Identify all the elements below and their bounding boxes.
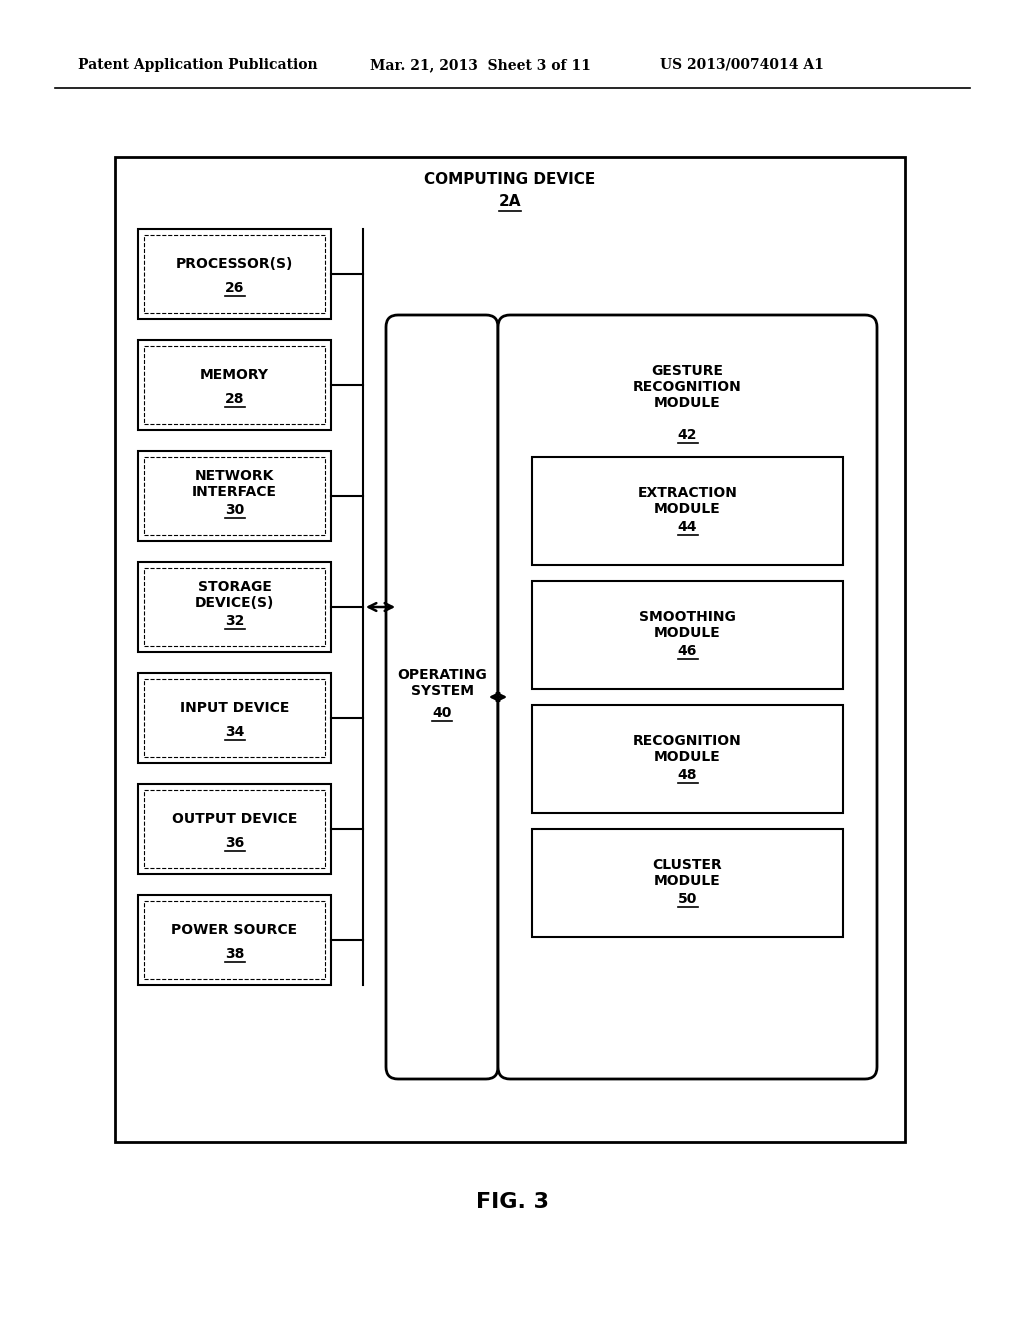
Text: 28: 28	[224, 392, 245, 407]
FancyBboxPatch shape	[138, 341, 331, 430]
Text: 34: 34	[225, 725, 244, 739]
FancyBboxPatch shape	[498, 315, 877, 1078]
FancyBboxPatch shape	[144, 457, 325, 535]
Text: 40: 40	[432, 706, 452, 719]
FancyBboxPatch shape	[144, 568, 325, 645]
Text: NETWORK
INTERFACE: NETWORK INTERFACE	[193, 469, 278, 499]
FancyBboxPatch shape	[144, 902, 325, 979]
Text: US 2013/0074014 A1: US 2013/0074014 A1	[660, 58, 824, 73]
FancyBboxPatch shape	[532, 829, 843, 937]
Text: 50: 50	[678, 892, 697, 906]
Text: EXTRACTION
MODULE: EXTRACTION MODULE	[638, 486, 737, 516]
FancyBboxPatch shape	[532, 581, 843, 689]
Text: MEMORY: MEMORY	[200, 368, 269, 381]
FancyBboxPatch shape	[138, 451, 331, 541]
Text: 36: 36	[225, 836, 244, 850]
Text: 2A: 2A	[499, 194, 521, 210]
Text: PROCESSOR(S): PROCESSOR(S)	[176, 257, 293, 271]
Text: 46: 46	[678, 644, 697, 657]
FancyBboxPatch shape	[386, 315, 498, 1078]
Text: CLUSTER
MODULE: CLUSTER MODULE	[652, 858, 722, 888]
FancyBboxPatch shape	[144, 346, 325, 424]
FancyBboxPatch shape	[532, 457, 843, 565]
Text: 26: 26	[225, 281, 244, 294]
Text: GESTURE
RECOGNITION
MODULE: GESTURE RECOGNITION MODULE	[633, 364, 741, 411]
Text: 38: 38	[225, 946, 244, 961]
FancyBboxPatch shape	[144, 235, 325, 313]
Text: STORAGE
DEVICE(S): STORAGE DEVICE(S)	[195, 579, 274, 610]
FancyBboxPatch shape	[138, 895, 331, 985]
FancyBboxPatch shape	[115, 157, 905, 1142]
FancyBboxPatch shape	[138, 228, 331, 319]
FancyBboxPatch shape	[138, 673, 331, 763]
FancyBboxPatch shape	[532, 705, 843, 813]
Text: 44: 44	[678, 520, 697, 535]
Text: SMOOTHING
MODULE: SMOOTHING MODULE	[639, 610, 736, 640]
Text: OUTPUT DEVICE: OUTPUT DEVICE	[172, 812, 297, 826]
FancyBboxPatch shape	[144, 678, 325, 756]
Text: Mar. 21, 2013  Sheet 3 of 11: Mar. 21, 2013 Sheet 3 of 11	[370, 58, 591, 73]
Text: FIG. 3: FIG. 3	[475, 1192, 549, 1212]
Text: POWER SOURCE: POWER SOURCE	[171, 923, 298, 937]
FancyBboxPatch shape	[138, 784, 331, 874]
Text: 30: 30	[225, 503, 244, 517]
Text: RECOGNITION
MODULE: RECOGNITION MODULE	[633, 734, 741, 764]
FancyBboxPatch shape	[144, 789, 325, 869]
Text: INPUT DEVICE: INPUT DEVICE	[180, 701, 289, 715]
Text: 32: 32	[225, 614, 244, 628]
Text: COMPUTING DEVICE: COMPUTING DEVICE	[424, 172, 596, 186]
Text: OPERATING
SYSTEM: OPERATING SYSTEM	[397, 668, 486, 698]
Text: Patent Application Publication: Patent Application Publication	[78, 58, 317, 73]
Text: 42: 42	[678, 428, 697, 442]
FancyBboxPatch shape	[138, 562, 331, 652]
Text: 48: 48	[678, 768, 697, 781]
